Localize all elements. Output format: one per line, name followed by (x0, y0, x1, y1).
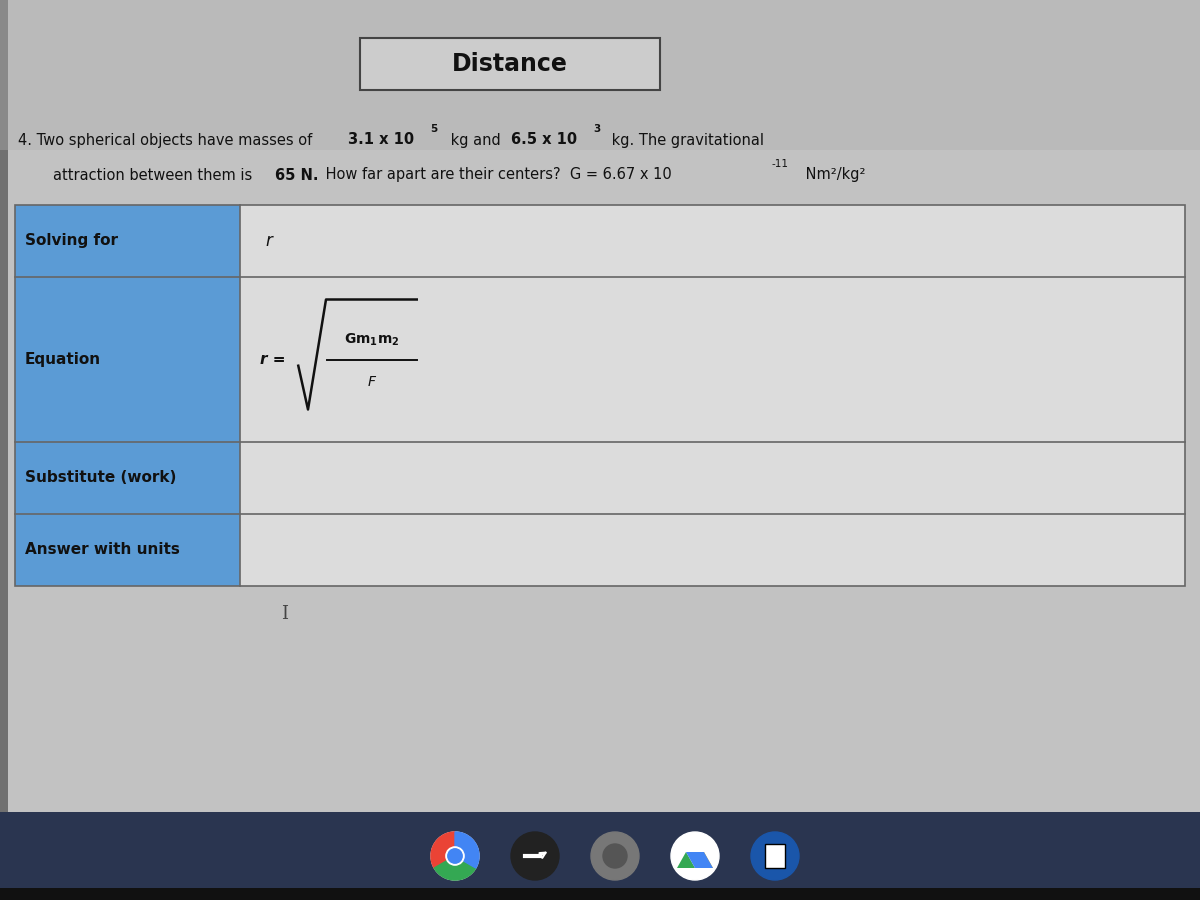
FancyBboxPatch shape (0, 0, 1200, 150)
Text: $\mathbf{\mathit{F}}$: $\mathbf{\mathit{F}}$ (367, 374, 377, 389)
FancyBboxPatch shape (0, 0, 8, 815)
Polygon shape (695, 852, 713, 868)
Circle shape (671, 832, 719, 880)
Polygon shape (686, 852, 713, 868)
FancyBboxPatch shape (14, 277, 240, 442)
Text: Answer with units: Answer with units (25, 543, 180, 557)
FancyBboxPatch shape (14, 442, 240, 514)
Text: I: I (282, 605, 288, 623)
Text: $\mathbf{Gm_1m_2}$: $\mathbf{Gm_1m_2}$ (344, 331, 400, 347)
Text: 3: 3 (593, 124, 600, 134)
FancyBboxPatch shape (360, 38, 660, 90)
Text: kg. The gravitational: kg. The gravitational (607, 132, 764, 148)
Text: r: r (265, 232, 272, 250)
Wedge shape (434, 856, 475, 880)
Text: How far apart are their centers?  G = 6.67 x 10: How far apart are their centers? G = 6.6… (322, 167, 672, 183)
FancyBboxPatch shape (0, 888, 1200, 900)
Text: Equation: Equation (25, 352, 101, 367)
Text: 4. Two spherical objects have masses of: 4. Two spherical objects have masses of (18, 132, 317, 148)
Text: attraction between them is: attraction between them is (53, 167, 257, 183)
Text: -11: -11 (772, 159, 788, 169)
Wedge shape (455, 832, 479, 868)
Polygon shape (677, 852, 695, 868)
Text: Solving for: Solving for (25, 233, 118, 248)
Text: Substitute (work): Substitute (work) (25, 471, 176, 485)
Text: 6.5 x 10: 6.5 x 10 (511, 132, 577, 148)
FancyBboxPatch shape (766, 844, 785, 868)
Circle shape (604, 844, 628, 868)
Circle shape (431, 832, 479, 880)
Text: Distance: Distance (452, 52, 568, 76)
FancyBboxPatch shape (240, 205, 1186, 586)
Text: 3.1 x 10: 3.1 x 10 (348, 132, 414, 148)
FancyBboxPatch shape (0, 812, 1200, 900)
Circle shape (446, 847, 464, 865)
Text: 5: 5 (430, 124, 437, 134)
Circle shape (511, 832, 559, 880)
Wedge shape (431, 832, 455, 868)
Text: r =: r = (260, 352, 286, 367)
Text: kg and: kg and (446, 132, 505, 148)
Text: Nm²/kg²: Nm²/kg² (802, 167, 865, 183)
Text: 65 N.: 65 N. (275, 167, 318, 183)
Circle shape (448, 849, 462, 863)
Circle shape (592, 832, 640, 880)
FancyBboxPatch shape (0, 0, 1200, 815)
FancyBboxPatch shape (14, 514, 240, 586)
FancyBboxPatch shape (14, 205, 240, 277)
Circle shape (751, 832, 799, 880)
